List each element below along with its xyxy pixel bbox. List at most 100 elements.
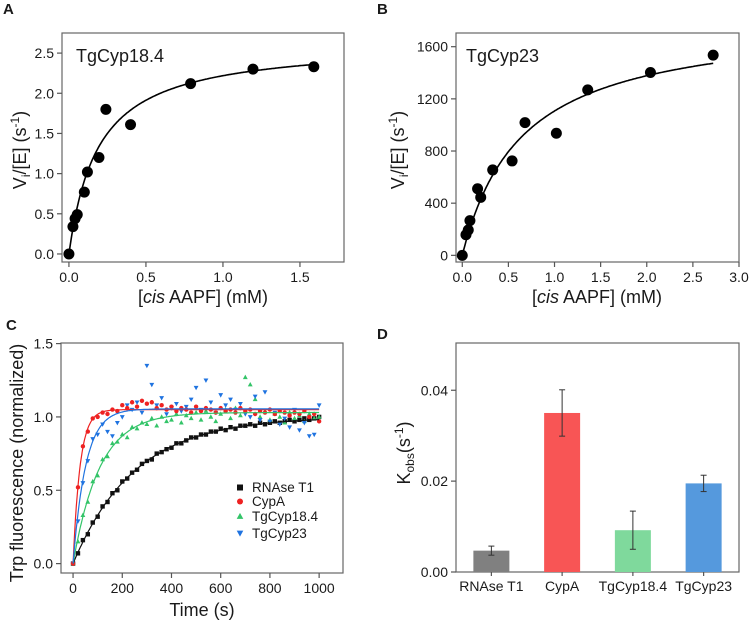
panel-d-bar-chart: 0.00 0.02 0.04 RNAse T1 CypA TgCyp18.4 TgCyp23: [421, 342, 740, 594]
data-point: [149, 382, 155, 388]
bar: [473, 550, 510, 572]
data-point: [475, 191, 487, 203]
data-point: [237, 412, 243, 418]
data-point: [139, 398, 145, 403]
data-point: [139, 410, 145, 416]
y-tick-label: 0.02: [421, 473, 448, 489]
data-point: [120, 402, 125, 408]
y-tick-label: 0.5: [35, 206, 55, 222]
x-tick-label: 3.0: [729, 269, 749, 285]
data-point: [644, 67, 656, 79]
data-point: [178, 409, 184, 414]
data-point: [307, 414, 312, 420]
legend-label-cypa: CypA: [252, 494, 285, 509]
data-point: [149, 415, 155, 421]
data-point: [262, 422, 268, 427]
data-point: [311, 415, 317, 421]
data-point: [144, 421, 150, 427]
data-point: [707, 49, 719, 61]
data-point: [208, 429, 214, 434]
plot-frame: [455, 32, 740, 263]
data-point: [85, 532, 91, 537]
data-point: [218, 393, 224, 398]
data-point: [134, 404, 140, 409]
y-tick-label: 2.0: [35, 85, 55, 101]
panel-a-y-axis-label: Vi/[E] (s-1): [8, 111, 33, 189]
data-point: [134, 467, 140, 472]
data-point: [213, 418, 219, 424]
data-point: [193, 385, 199, 391]
legend-marker: [236, 512, 244, 519]
data-point: [248, 422, 253, 427]
ylabel-mid: (s: [394, 438, 414, 453]
legend-label-tgcyp23: TgCyp23: [252, 526, 307, 541]
y-tick-label: 1600: [417, 39, 448, 55]
legend-marker: [237, 484, 243, 491]
panel-c-fluorescence-kinetics-plot: 0.0 0.5 1.0 1.5 0 200 400 600 800 1000: [34, 336, 344, 596]
data-point: [188, 435, 194, 440]
ylabel-sub: i: [397, 175, 411, 178]
data-point: [198, 417, 204, 422]
data-point: [144, 401, 150, 406]
data-point: [213, 410, 218, 415]
x-tick-label: RNAse T1: [459, 578, 524, 594]
panel-a-title: TgCyp18.4: [76, 46, 164, 66]
data-point: [223, 403, 229, 408]
ylabel-end: ): [394, 421, 414, 427]
data-point: [173, 411, 179, 416]
panel-label-b: B: [377, 1, 388, 18]
data-point: [519, 117, 531, 129]
data-point: [95, 514, 100, 519]
legend-label-tgcyp18-4: TgCyp18.4: [252, 509, 319, 524]
x-tick-label: 0: [69, 580, 77, 596]
data-point: [228, 424, 233, 430]
y-tick-label: 1.0: [34, 409, 54, 425]
data-point: [582, 84, 594, 96]
panel-label-d: D: [377, 326, 388, 343]
panel-c-legend: RNAse T1 CypA TgCyp18.4 TgCyp23: [236, 480, 319, 541]
y-tick-label: 1200: [417, 91, 448, 107]
data-point: [115, 488, 120, 493]
panel-a-michaelis-menten-plot: 0.0 0.5 1.0 1.5 2.0 2.5 0.0 0.5 1.0 1.5: [35, 32, 345, 285]
panel-label-a: A: [3, 1, 14, 18]
data-point: [228, 397, 233, 402]
data-point: [179, 441, 184, 446]
data-point: [100, 103, 112, 115]
data-point: [203, 408, 209, 413]
data-point: [218, 426, 223, 431]
x-tick-label: 1.0: [213, 269, 233, 285]
data-point: [252, 394, 258, 400]
ylabel-mid: /[E] (s: [10, 127, 30, 174]
data-point: [129, 400, 135, 405]
data-point: [462, 224, 474, 236]
data-point: [198, 432, 204, 437]
data-point: [134, 400, 140, 405]
panel-b-michaelis-menten-plot: 0 400 800 1200 1600 0.0 0.5 1.0 1.5 2.0 2.5 3.0: [417, 32, 749, 285]
data-point: [114, 421, 120, 426]
data-point: [297, 428, 302, 433]
data-point: [105, 499, 110, 505]
data-point: [301, 421, 307, 426]
data-point: [144, 363, 150, 369]
data-point: [506, 155, 518, 167]
data-point: [208, 414, 214, 419]
panel-a-x-axis-label: [cis AAPF] (mM): [138, 287, 268, 307]
data-point: [242, 374, 248, 380]
data-point: [185, 78, 197, 90]
data-point: [456, 249, 468, 261]
xlabel-post: AAPF] (mM): [165, 287, 268, 307]
ylabel-mid: /[E] (s: [388, 127, 408, 174]
y-tick-label: 0.00: [421, 564, 448, 580]
data-point: [154, 451, 159, 456]
legend-label-rnase-t1: RNAse T1: [252, 480, 314, 495]
x-tick-label: 1.5: [290, 269, 310, 285]
data-point: [306, 411, 312, 416]
data-point: [110, 434, 115, 439]
fit-curve: [72, 409, 320, 564]
data-point: [257, 420, 263, 425]
data-point: [308, 61, 320, 73]
y-tick-label: 800: [425, 143, 449, 159]
xlabel-pre: [: [138, 287, 143, 307]
data-point: [63, 248, 75, 260]
ylabel-sup: -1: [392, 427, 406, 438]
